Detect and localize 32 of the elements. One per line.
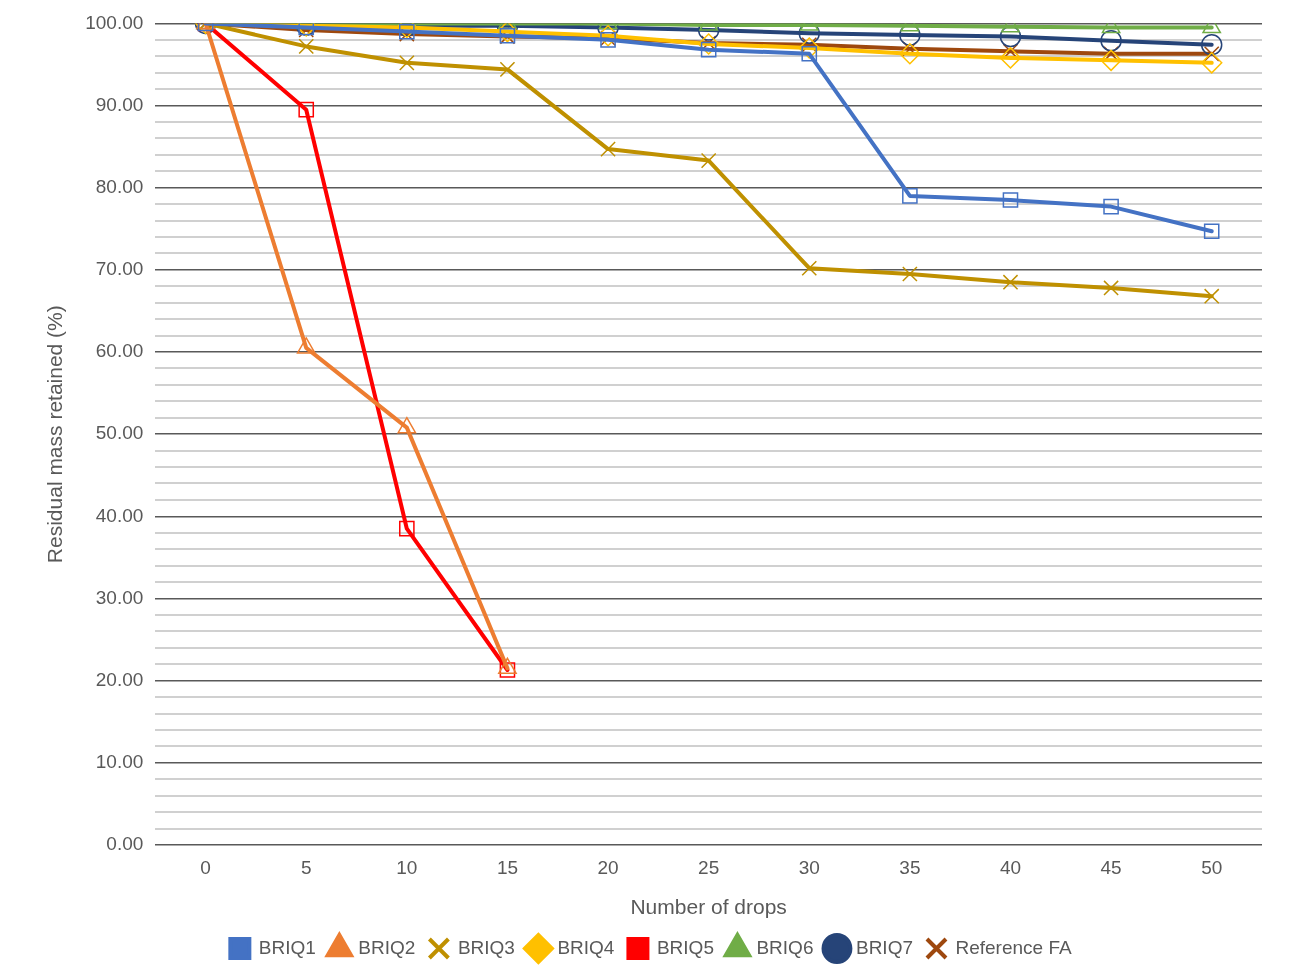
x-tick-label: 20 — [597, 856, 619, 878]
x-tick-label: 10 — [396, 856, 418, 878]
x-tick-label: 25 — [698, 856, 720, 878]
x-tick-label: 35 — [899, 856, 921, 878]
legend-label: BRIQ4 — [557, 936, 615, 958]
y-axis-title: Residual mass retained (%) — [43, 305, 67, 564]
x-axis-title: Number of drops — [630, 895, 787, 919]
y-tick-label: 20.00 — [95, 668, 144, 690]
y-tick-label: 10.00 — [95, 751, 144, 773]
legend-label: BRIQ3 — [457, 936, 515, 958]
legend-label: BRIQ1 — [258, 936, 316, 958]
x-tick-label: 50 — [1201, 856, 1223, 878]
x-tick-label: 0 — [200, 856, 211, 878]
legend-label: BRIQ6 — [756, 936, 814, 958]
y-tick-label: 60.00 — [95, 340, 144, 362]
x-tick-label: 30 — [798, 856, 820, 878]
legend-label: BRIQ5 — [656, 936, 714, 958]
x-tick-label: 5 — [300, 856, 312, 878]
legend-label: BRIQ7 — [855, 936, 913, 958]
x-tick-label: 40 — [999, 856, 1022, 878]
y-tick-label: 0.00 — [106, 833, 144, 855]
y-tick-label: 30.00 — [95, 586, 144, 608]
y-tick-label: 80.00 — [95, 175, 144, 197]
y-tick-label: 100.00 — [85, 11, 144, 33]
y-tick-label: 40.00 — [95, 504, 144, 526]
y-tick-label: 70.00 — [95, 258, 144, 280]
y-tick-label: 50.00 — [95, 422, 144, 444]
x-tick-label: 15 — [496, 856, 519, 878]
legend-label: Reference FA — [955, 936, 1072, 958]
x-tick-label: 45 — [1100, 856, 1122, 878]
y-tick-label: 90.00 — [95, 93, 144, 115]
legend-label: BRIQ2 — [358, 936, 416, 958]
